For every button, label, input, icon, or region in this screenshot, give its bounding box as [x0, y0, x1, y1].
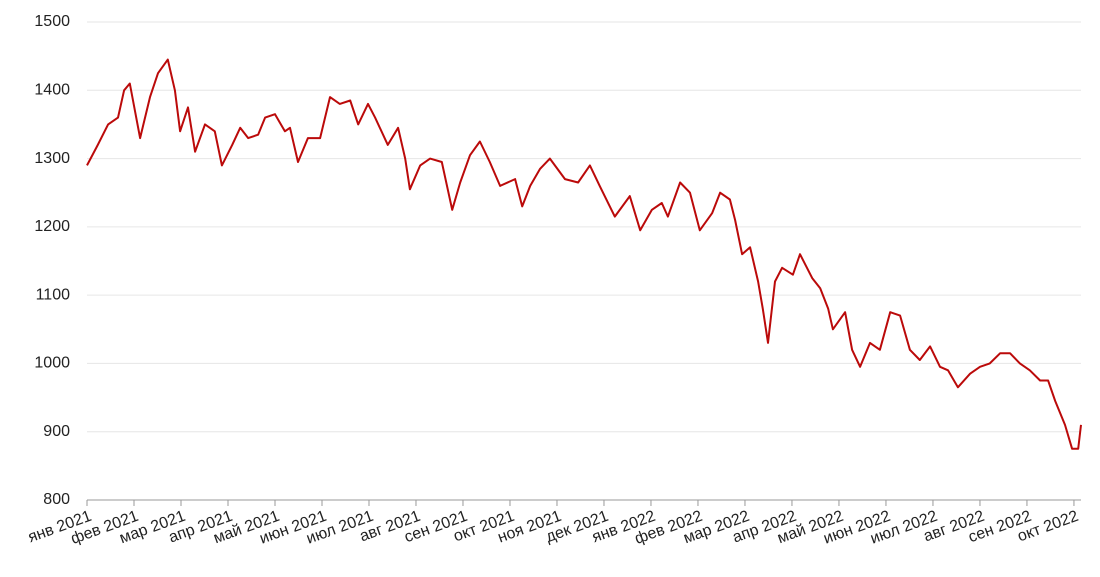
line-series: [86, 58, 1082, 450]
y-tick-label: 800: [43, 491, 70, 508]
y-tick-label: 1400: [34, 82, 70, 99]
y-tick-label: 1000: [34, 355, 70, 372]
y-tick-label: 1200: [34, 218, 70, 235]
y-tick-label: 1100: [36, 286, 71, 303]
y-tick-label: 1500: [34, 13, 70, 30]
y-tick-label: 900: [43, 423, 70, 440]
y-tick-label: 1300: [34, 150, 70, 167]
